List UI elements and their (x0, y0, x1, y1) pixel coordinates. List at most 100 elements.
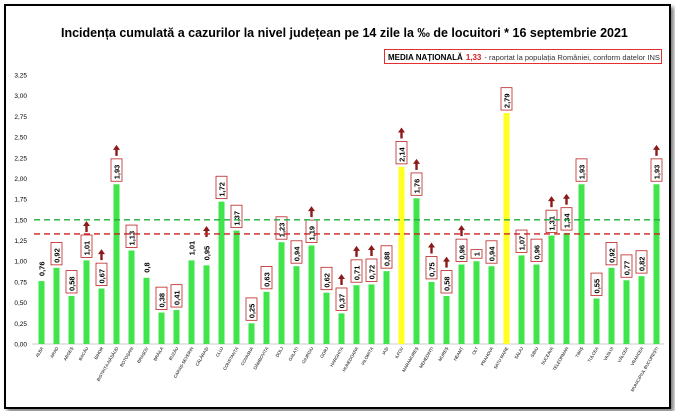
bar (323, 292, 330, 344)
data-label-text: 0,82 (638, 257, 647, 272)
data-label-box (65, 270, 78, 294)
y-tick-label: 0,75 (14, 279, 27, 286)
category-label: SATU MARE (493, 346, 510, 370)
bar (533, 264, 540, 344)
category-label: GALAȚI (287, 346, 299, 362)
bar (188, 260, 195, 344)
data-label: 0,58 (440, 270, 453, 294)
category-label: TIMIȘ (574, 346, 584, 359)
bar (353, 285, 360, 344)
data-label: 0,76 (38, 261, 47, 276)
up-arrow-icon (428, 242, 435, 254)
bar (593, 298, 600, 344)
data-label-box (305, 219, 318, 243)
data-label-text: 1,07 (518, 236, 527, 251)
category-label: BRAȘOV (136, 346, 149, 364)
data-label: 1,76 (410, 172, 423, 196)
category-label: BRĂILA (152, 346, 164, 362)
bar (338, 313, 345, 344)
category-label: HARGHITA (329, 346, 344, 368)
data-label-box (110, 158, 123, 182)
data-label-text: 1 (473, 252, 482, 256)
data-label-box (215, 175, 228, 200)
data-label: 1,93 (650, 158, 663, 182)
data-label-text: 0,71 (353, 266, 362, 281)
y-tick-label: 1,75 (14, 197, 27, 204)
category-label: MARAMUREȘ (401, 346, 419, 373)
data-label-text: 0,38 (158, 293, 167, 308)
data-label-box (410, 172, 423, 196)
bar (413, 198, 420, 344)
bar (473, 261, 480, 344)
data-label-text: 0,94 (293, 246, 302, 261)
category-label: MEHEDINȚI (418, 346, 434, 369)
data-label-text: 0,58 (443, 276, 452, 291)
data-label-text: 0,8 (143, 262, 152, 272)
data-label-box (320, 266, 333, 291)
data-label: 1,93 (575, 158, 588, 182)
y-tick-label: 0,00 (14, 342, 27, 349)
bar-chart: 0,00 0,25 0,50 0,75 1,00 1,25 1,50 1,75 2,00 2,25… (14, 73, 664, 392)
y-tick-label: 2,00 (14, 176, 27, 183)
category-label: MUNICIPIUL BUCUREȘTI (630, 346, 660, 392)
bar (263, 291, 270, 344)
data-label-box (50, 242, 63, 266)
up-arrow-icon (563, 193, 570, 205)
category-label: PRAHOVA (480, 346, 495, 367)
data-label: 2,79 (500, 87, 513, 111)
category-label: VÂLCEA (617, 346, 630, 363)
category-label: COVASNA (240, 346, 255, 367)
data-label: 0,75 (425, 256, 438, 280)
data-label-text: 0,37 (338, 294, 347, 309)
data-label-box (260, 266, 273, 290)
up-arrow-icon (113, 144, 120, 156)
data-label-text: 2,79 (503, 93, 512, 108)
data-label-text: 0,75 (428, 262, 437, 277)
data-label-box (125, 224, 138, 248)
bar (38, 281, 45, 344)
bar (158, 312, 165, 344)
data-label-box (380, 245, 393, 269)
bar (203, 265, 210, 344)
category-label: CĂLĂRAȘI (194, 346, 209, 367)
category-label: IALOMIȚA (360, 346, 374, 366)
up-arrow-icon (413, 158, 420, 170)
chart-frame: Incidența cumulată a cazurilor la nivel … (4, 4, 671, 409)
data-label-text: 1,93 (578, 165, 587, 180)
data-label: 0,55 (590, 272, 603, 296)
data-label-text: 0,63 (263, 272, 272, 287)
category-label: ALBA (35, 346, 45, 358)
data-label: 1,01 (80, 234, 93, 258)
data-label-text: 1,31 (548, 216, 557, 231)
data-label-text: 1,01 (83, 241, 92, 256)
data-label: 0,41 (170, 284, 183, 308)
y-tick-label: 2,25 (14, 155, 27, 162)
data-label: 0,67 (95, 262, 108, 286)
data-label-box (530, 238, 543, 262)
category-label: OLT (471, 346, 480, 356)
bar (218, 201, 225, 344)
data-label-text: 1,93 (653, 165, 662, 180)
data-label-box (170, 284, 183, 308)
category-label: CLUJ (215, 346, 225, 358)
data-label: 1,01 (188, 241, 197, 256)
data-label-text: 0,72 (368, 265, 377, 280)
data-label: 1,31 (545, 209, 558, 233)
category-label: ILFOV (394, 346, 405, 359)
bar (113, 184, 120, 344)
data-label: 0,38 (155, 286, 168, 310)
data-label-text: 0,58 (68, 276, 77, 291)
category-label: CONSTANȚA (222, 346, 239, 371)
data-label: 1,72 (215, 175, 228, 200)
data-label: 0,71 (350, 259, 363, 283)
up-arrow-icon (83, 221, 90, 233)
data-label-text: 2,14 (398, 146, 407, 161)
bar (428, 281, 435, 344)
data-label-text: 0,67 (98, 269, 107, 284)
data-label: 0,96 (530, 238, 543, 262)
data-label-box (545, 209, 558, 233)
data-label-text: 0,94 (488, 246, 497, 261)
up-arrow-icon (653, 144, 660, 156)
data-label-box (440, 270, 453, 294)
bar (368, 284, 375, 344)
